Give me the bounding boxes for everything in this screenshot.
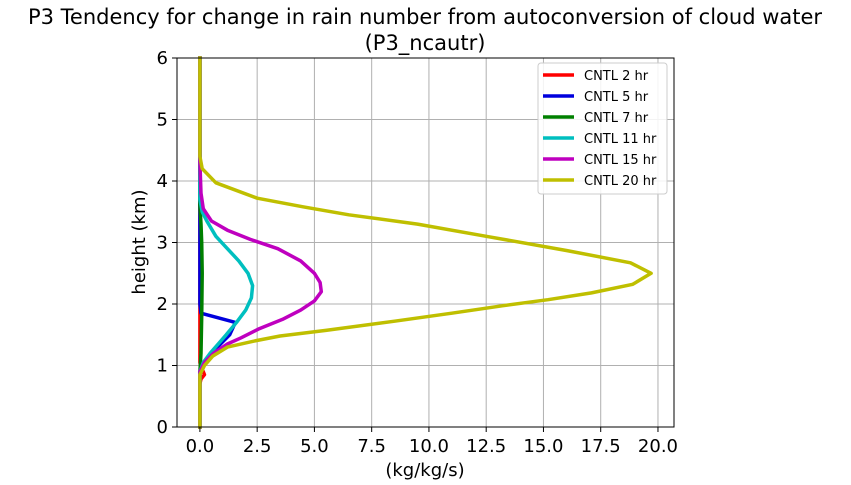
x-tick-label: 17.5 [581, 436, 621, 457]
y-tick-label: 2 [157, 294, 168, 315]
x-tick-label: 2.5 [243, 436, 272, 457]
series-lines [198, 56, 653, 429]
legend-label: CNTL 7 hr [584, 111, 649, 126]
x-tick-label: 15.0 [523, 436, 563, 457]
y-tick-label: 3 [157, 233, 168, 254]
legend-entries: CNTL 2 hr CNTL 5 hr CNTL 7 hr CNTL 11 hr CNT… [543, 69, 657, 189]
x-tick-label: 12.5 [466, 436, 506, 457]
y-tick-label: 4 [157, 171, 168, 192]
chart-title-line2: (P3_ncautr) [365, 31, 486, 56]
x-tick-label: 7.5 [357, 436, 386, 457]
x-tick-label: 5.0 [300, 436, 329, 457]
series-line-cntl-11-hr [198, 56, 255, 429]
y-tick-label: 1 [157, 356, 168, 377]
legend: CNTL 2 hr CNTL 5 hr CNTL 7 hr CNTL 11 hr CNT… [537, 62, 668, 195]
y-tick-label: 0 [157, 417, 168, 438]
legend-label: CNTL 2 hr [584, 69, 649, 84]
legend-label: CNTL 20 hr [584, 174, 657, 189]
y-axis-label: height (km) [129, 189, 150, 294]
x-tick-label: 0.0 [186, 436, 215, 457]
chart-title-line1: P3 Tendency for change in rain number fr… [28, 5, 822, 29]
x-tick-label: 10.0 [409, 436, 449, 457]
series-line-cntl-20-hr [198, 56, 653, 429]
y-tick-label: 6 [157, 48, 168, 69]
legend-label: CNTL 15 hr [584, 153, 657, 168]
y-axis-ticks: 0 1 2 3 4 5 6 [157, 48, 177, 438]
legend-label: CNTL 11 hr [584, 132, 657, 147]
x-tick-label: 20.0 [638, 436, 678, 457]
series-line-cntl-15-hr [198, 56, 324, 429]
x-axis-ticks: 0.0 2.5 5.0 7.5 10.0 12.5 15.0 17.5 20.0 [186, 427, 678, 457]
x-axis-label: (kg/kg/s) [385, 460, 464, 481]
series-line-cntl-7-hr [198, 56, 204, 429]
y-tick-label: 5 [157, 110, 168, 131]
legend-label: CNTL 5 hr [584, 90, 649, 105]
